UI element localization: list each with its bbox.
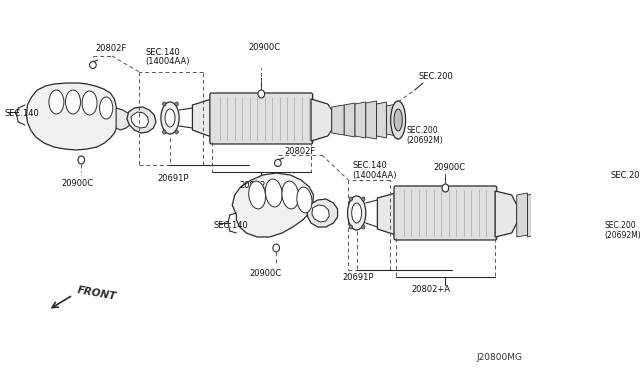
Ellipse shape [352,203,362,223]
Ellipse shape [282,181,299,209]
Polygon shape [127,107,156,133]
Ellipse shape [175,102,179,106]
Text: 20802: 20802 [240,180,266,189]
Polygon shape [307,199,337,227]
Text: 20802F: 20802F [95,44,127,52]
Ellipse shape [161,102,179,134]
Polygon shape [116,108,132,130]
Ellipse shape [349,197,353,201]
Text: (20692M): (20692M) [406,135,443,144]
Polygon shape [311,99,332,141]
Ellipse shape [258,90,264,98]
Ellipse shape [348,196,366,230]
Text: 20900C: 20900C [250,269,282,278]
Ellipse shape [442,184,449,192]
Ellipse shape [90,61,96,68]
Polygon shape [355,102,366,138]
Text: (20692M): (20692M) [605,231,640,240]
Polygon shape [131,112,148,128]
Ellipse shape [349,225,353,229]
Polygon shape [332,105,344,135]
Ellipse shape [82,91,97,115]
Ellipse shape [362,197,365,201]
Text: SEC.200: SEC.200 [406,125,438,135]
Ellipse shape [362,225,365,229]
Polygon shape [560,193,571,237]
Ellipse shape [65,90,81,114]
Ellipse shape [273,244,280,252]
Text: 20691P: 20691P [157,173,189,183]
Polygon shape [344,103,355,137]
Text: 20900C: 20900C [249,42,281,51]
Polygon shape [571,193,582,237]
Ellipse shape [589,193,605,235]
FancyBboxPatch shape [394,186,497,240]
Text: (14004AA): (14004AA) [353,170,397,180]
Ellipse shape [593,202,602,226]
FancyBboxPatch shape [210,93,313,144]
Polygon shape [387,104,396,136]
Ellipse shape [249,181,266,209]
Text: (14004AA): (14004AA) [145,57,189,65]
Polygon shape [376,102,387,138]
Polygon shape [232,173,314,237]
Polygon shape [378,193,396,235]
Polygon shape [516,193,527,237]
Ellipse shape [266,179,282,207]
Text: SEC.200: SEC.200 [419,71,454,80]
Text: SEC.200: SEC.200 [611,170,640,180]
Ellipse shape [163,102,166,106]
Text: J20800MG: J20800MG [477,353,522,362]
Text: 20900C: 20900C [61,179,93,187]
Polygon shape [312,205,330,222]
Text: 20691P: 20691P [342,273,374,282]
Polygon shape [495,191,516,237]
Text: 20900C: 20900C [434,163,466,171]
Ellipse shape [163,130,166,134]
Polygon shape [582,193,592,237]
Text: 20802F: 20802F [285,147,316,155]
Text: SEC.200: SEC.200 [605,221,636,230]
Polygon shape [26,83,118,150]
Polygon shape [527,193,538,237]
Text: 20802+A: 20802+A [412,285,451,295]
Ellipse shape [78,156,84,164]
Text: SEC.140: SEC.140 [4,109,39,118]
Ellipse shape [394,109,403,131]
Ellipse shape [100,97,113,119]
Text: SEC.140: SEC.140 [353,160,387,170]
Ellipse shape [175,130,179,134]
Polygon shape [538,193,549,237]
Text: FRONT: FRONT [76,285,117,301]
Ellipse shape [165,109,175,127]
Polygon shape [366,101,376,139]
Text: SEC.140: SEC.140 [145,48,180,57]
Text: SEC.140: SEC.140 [213,221,248,230]
Polygon shape [193,99,211,137]
Ellipse shape [49,90,64,114]
Ellipse shape [275,160,281,167]
Polygon shape [549,193,560,237]
Ellipse shape [297,187,312,213]
Ellipse shape [390,101,406,139]
